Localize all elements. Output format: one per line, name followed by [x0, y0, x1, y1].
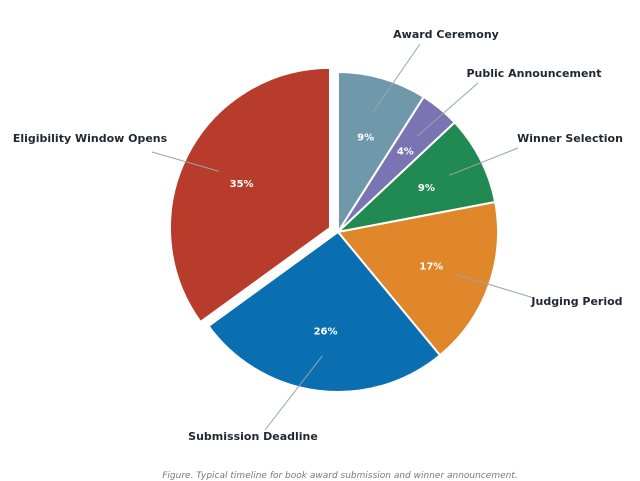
category-label-award-ceremony: Award Ceremony: [393, 28, 499, 41]
leader-line-award-ceremony: [372, 43, 421, 113]
pie-slice-judging-period: [336, 200, 499, 357]
data-label-judging-period: 17%: [419, 262, 443, 273]
leader-line-winner-selection: [449, 147, 519, 176]
data-label-award-ceremony: 9%: [357, 133, 374, 144]
category-label-public-announcement: Public Announcement: [466, 67, 601, 80]
leader-line-submission-deadline: [264, 355, 323, 431]
leader-line-judging-period: [455, 273, 535, 299]
figure-caption: Figure. Typical timeline for book award …: [162, 471, 518, 481]
leader-line-public-announcement: [417, 82, 479, 137]
category-label-winner-selection: Winner Selection: [517, 132, 623, 145]
data-label-public-announcement: 4%: [397, 147, 414, 158]
pie-slice-winner-selection: [334, 121, 497, 234]
data-label-eligibility-window-opens: 35%: [230, 179, 254, 190]
category-label-eligibility-window-opens: Eligibility Window Opens: [13, 132, 168, 145]
leader-line-eligibility-window-opens: [151, 151, 219, 172]
data-label-winner-selection: 9%: [418, 183, 435, 194]
category-label-submission-deadline: Submission Deadline: [188, 430, 318, 443]
pie-slice-award-ceremony: [337, 70, 426, 236]
data-label-submission-deadline: 26%: [314, 326, 338, 337]
pie-slice-submission-deadline: [207, 230, 442, 393]
pie-slice-eligibility-window-opens: [169, 66, 331, 324]
category-label-judging-period: Judging Period: [530, 295, 622, 308]
